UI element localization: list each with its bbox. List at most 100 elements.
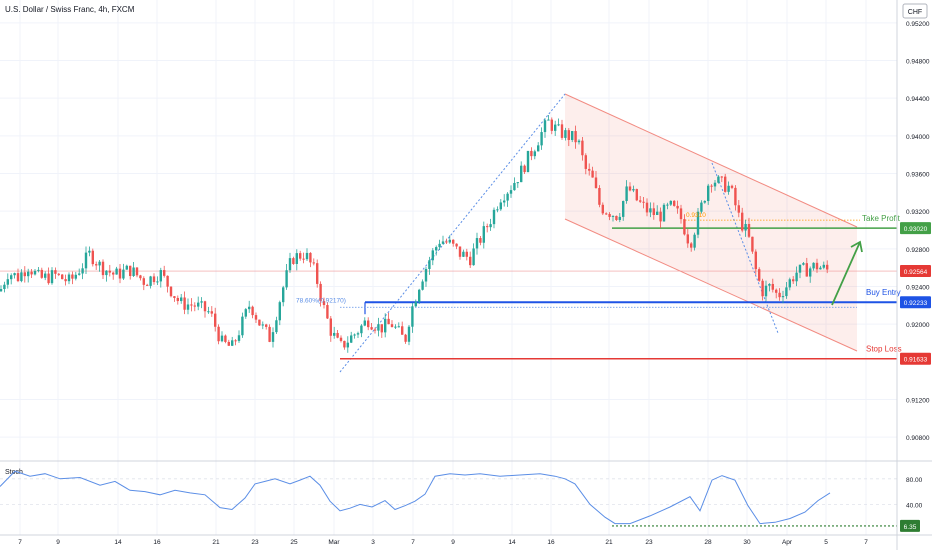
bull-candle <box>472 248 475 266</box>
bull-candle <box>819 267 822 270</box>
bull-candle <box>363 320 366 326</box>
bull-candle <box>407 326 411 342</box>
bull-candle <box>717 176 720 183</box>
bull-candle <box>125 265 128 270</box>
bull-candle <box>693 234 696 248</box>
bear-candle <box>118 268 122 279</box>
bull-candle <box>261 324 264 326</box>
stoch-tick-label: 40.00 <box>906 502 923 509</box>
bear-candle <box>724 176 727 192</box>
projection-arrow-line <box>831 241 861 306</box>
bear-candle <box>645 202 649 213</box>
bull-candle <box>537 145 540 152</box>
bear-candle <box>142 278 145 285</box>
bear-candle <box>268 326 271 342</box>
bear-candle <box>258 319 261 326</box>
bear-candle <box>465 251 468 257</box>
bear-candle <box>455 243 458 247</box>
bear-candle <box>588 168 591 171</box>
stoch-line <box>0 470 831 525</box>
bear-candle <box>452 239 455 244</box>
time-tick-label: 23 <box>645 539 653 546</box>
bull-candle <box>44 273 47 278</box>
fib-786-label: 78.60%(0.92170) <box>296 298 346 305</box>
price-tick-label: 0.93200 <box>906 209 930 216</box>
bull-candle <box>282 287 285 303</box>
bear-candle <box>581 140 584 156</box>
buy-entry-price: 0.92233 <box>904 300 928 307</box>
bull-candle <box>503 200 506 203</box>
price-tick-label: 0.94400 <box>906 96 930 103</box>
bull-candle <box>350 335 353 343</box>
bear-candle <box>108 270 111 273</box>
bull-candle <box>0 288 3 292</box>
bull-candle <box>84 252 88 269</box>
stop-loss-label: Stop Loss <box>866 345 902 354</box>
bear-candle <box>54 270 57 274</box>
bear-candle <box>135 267 139 276</box>
take-profit-tag <box>900 222 931 235</box>
bear-candle <box>771 283 774 290</box>
bull-candle <box>122 269 125 279</box>
time-tick-label: 7 <box>411 539 415 546</box>
price-tick-label: 0.94800 <box>906 59 930 66</box>
bear-candle <box>227 341 230 346</box>
bear-candle <box>591 170 594 178</box>
bull-candle <box>295 253 298 264</box>
bull-candle <box>288 258 292 271</box>
bull-candle <box>356 333 360 335</box>
bull-candle <box>231 340 234 346</box>
bull-candle <box>571 131 574 140</box>
bull-candle <box>656 211 659 216</box>
bull-candle <box>632 189 635 191</box>
price-tick-label: 0.94000 <box>906 134 930 141</box>
bull-candle <box>37 269 40 271</box>
bull-candle <box>438 243 441 248</box>
buy-entry-tag <box>900 296 931 309</box>
stop-loss-tag <box>900 352 931 365</box>
price-candles <box>0 114 829 353</box>
bull-candle <box>564 130 567 138</box>
bear-candle <box>299 253 302 259</box>
bear-candle <box>594 177 598 189</box>
bull-candle <box>248 306 251 310</box>
bull-candle <box>666 204 669 206</box>
bull-candle <box>533 151 536 157</box>
channel-lower-line <box>564 218 858 352</box>
bull-candle <box>713 182 717 187</box>
bear-candle <box>309 252 312 263</box>
bull-candle <box>271 332 275 342</box>
bull-candle <box>764 285 768 297</box>
bull-candle <box>20 272 23 282</box>
bear-candle <box>775 289 778 293</box>
bull-candle <box>489 224 492 228</box>
bear-candle <box>193 305 196 307</box>
time-tick-label: 5 <box>824 539 828 546</box>
take-profit-price: 0.93020 <box>904 226 928 233</box>
price-tick-label: 0.93600 <box>906 172 930 179</box>
bull-candle <box>696 211 700 235</box>
bull-candle <box>662 204 666 222</box>
bull-candle <box>244 309 247 317</box>
current-price: 0.92564 <box>904 269 928 276</box>
bull-candle <box>516 182 519 184</box>
projection-arrow-head <box>850 240 863 253</box>
bull-candle <box>421 281 424 290</box>
bull-candle <box>13 273 16 276</box>
bull-candle <box>346 342 349 348</box>
bear-candle <box>560 124 564 138</box>
bear-candle <box>659 211 662 222</box>
bear-candle <box>741 212 744 231</box>
bull-candle <box>462 251 465 257</box>
bear-candle <box>574 131 577 143</box>
bear-candle <box>720 176 723 178</box>
bull-candle <box>397 326 400 328</box>
bear-candle <box>190 304 193 306</box>
bear-candle <box>734 187 737 206</box>
bull-candle <box>547 119 550 121</box>
time-tick-label: 21 <box>212 539 220 546</box>
bear-candle <box>652 208 655 216</box>
bear-candle <box>329 318 332 336</box>
